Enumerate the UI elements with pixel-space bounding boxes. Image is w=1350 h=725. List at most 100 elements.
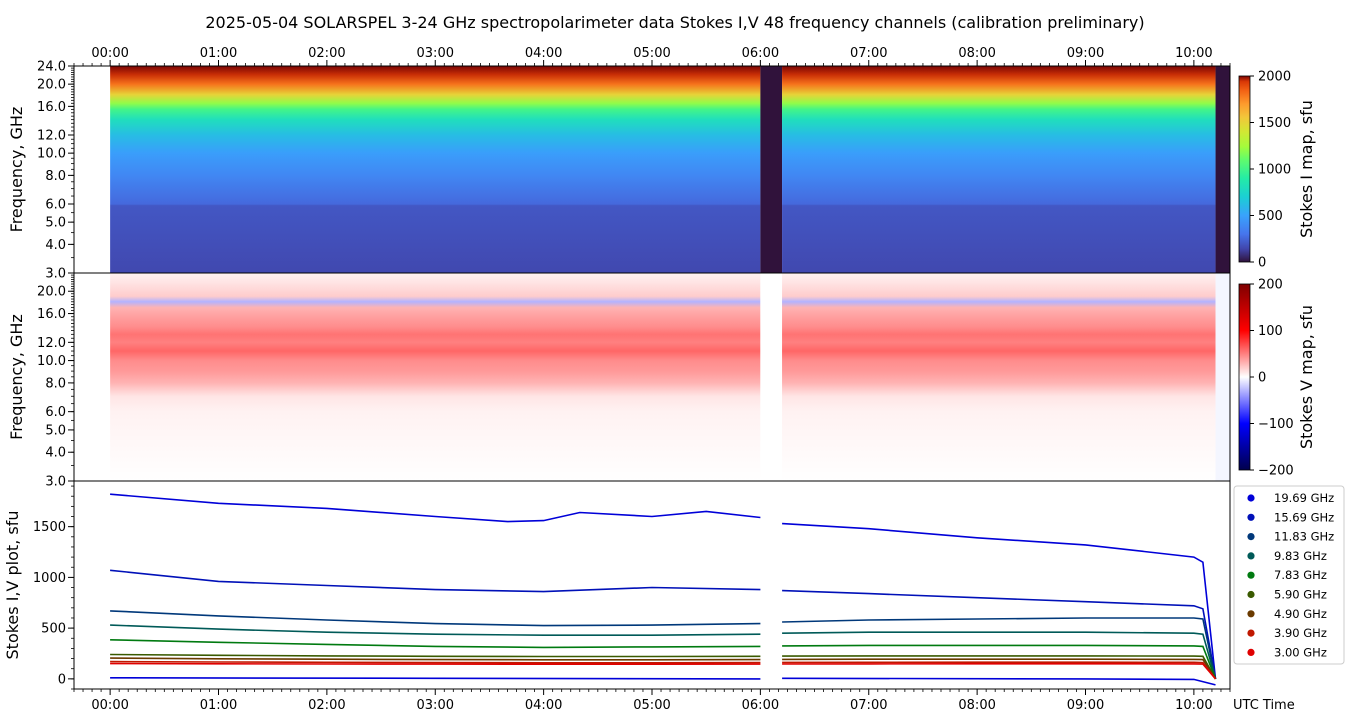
legend-entry-label: 9.83 GHz <box>1274 549 1327 563</box>
colorbar-tick-label: 200 <box>1258 278 1283 293</box>
x-tick-label-top: 02:00 <box>308 46 345 61</box>
x-tick-label-bottom: 05:00 <box>633 698 670 713</box>
legend-marker <box>1247 513 1255 521</box>
heatmap-gap <box>760 273 783 481</box>
y-tick-label: 10.0 <box>37 147 66 162</box>
legend-entry-label: 15.69 GHz <box>1274 510 1334 524</box>
colorbar-tick-label: 1500 <box>1258 116 1291 131</box>
y-axis-label: Frequency, GHz <box>7 314 26 440</box>
stokes-v-axes: 3.0 4.0 5.0 6.0 8.0 10.0 12.0 16.0 20.0 Frequency… <box>7 272 1231 490</box>
series-line <box>782 658 1217 680</box>
y-tick-label: 10.0 <box>37 354 66 369</box>
series-line <box>782 631 1217 680</box>
y-tick-label: 8.0 <box>45 376 66 391</box>
legend-marker <box>1247 552 1255 560</box>
x-tick-label-top: 00:00 <box>91 46 128 61</box>
x-tick-label-top: 07:00 <box>850 46 887 61</box>
y-tick-label: 12.0 <box>37 336 66 351</box>
colorbar-tick-label: −200 <box>1258 464 1294 479</box>
y-tick-label: 1500 <box>33 520 66 535</box>
legend-entry-label: 4.90 GHz <box>1274 607 1327 621</box>
y-tick-label: 6.0 <box>45 405 66 420</box>
y-tick-label: 1000 <box>33 571 66 586</box>
x-tick-label-top: 09:00 <box>1067 46 1104 61</box>
series-line <box>110 660 761 664</box>
heatmap-gap <box>760 66 783 273</box>
series-line <box>782 655 1217 680</box>
stokes-v-image <box>110 273 1230 481</box>
legend-entry-label: 7.83 GHz <box>1274 568 1327 582</box>
colorbar-label: Stokes V map, sfu <box>1297 305 1316 449</box>
y-tick-label: 500 <box>41 622 66 637</box>
y-tick-label: 5.0 <box>45 216 66 231</box>
series-line <box>110 624 761 637</box>
series-line <box>110 569 761 593</box>
x-tick-label-bottom: 00:00 <box>91 698 128 713</box>
x-tick-label-top: 10:00 <box>1175 46 1212 61</box>
stokes-iv-plot-panel: 0 500 1000 1500 Stokes I,V plot, sfu <box>3 480 1231 690</box>
legend-marker <box>1247 648 1255 657</box>
heatmap-gap <box>1215 273 1230 481</box>
y-tick-label: 16.0 <box>37 307 66 322</box>
x-tick-label-bottom: 02:00 <box>308 698 345 713</box>
y-tick-label: 6.0 <box>45 198 66 213</box>
series-line <box>782 661 1217 680</box>
series-line <box>110 639 761 649</box>
legend-marker <box>1247 590 1255 599</box>
colorbar-tick-label: 500 <box>1258 209 1283 224</box>
heatmap-segment <box>110 273 761 481</box>
y-tick-label: 20.0 <box>37 78 66 93</box>
y-tick-label: 4.0 <box>45 238 66 253</box>
legend-entry-label: 3.90 GHz <box>1274 626 1327 640</box>
series-line <box>782 677 1216 686</box>
colorbar-scale <box>1238 75 1251 263</box>
stokes-v-panel: 3.0 4.0 5.0 6.0 8.0 10.0 12.0 16.0 20.0 Frequency… <box>7 272 1231 490</box>
heatmap-gap <box>1215 66 1230 273</box>
x-tick-label-bottom: 08:00 <box>958 698 995 713</box>
legend-marker <box>1247 629 1255 637</box>
legend-entry-label: 5.90 GHz <box>1274 588 1327 602</box>
colorbar-tick-label: 0 <box>1258 371 1266 386</box>
colorbar-tick-label: 2000 <box>1258 70 1291 85</box>
series-line <box>782 662 1217 680</box>
series-line <box>782 617 1217 680</box>
figure-title: 2025-05-04 SOLARSPEL 3-24 GHz spectropol… <box>205 13 1144 32</box>
legend-marker <box>1247 494 1255 502</box>
y-tick-label: 12.0 <box>37 129 66 144</box>
y-axis-label: Frequency, GHz <box>7 107 26 233</box>
x-tick-label-bottom: 03:00 <box>417 698 454 713</box>
series-line <box>110 653 761 658</box>
x-tick-label-bottom: 09:00 <box>1067 698 1104 713</box>
y-tick-label: 8.0 <box>45 169 66 184</box>
x-tick-label-top: 01:00 <box>200 46 237 61</box>
legend-marker <box>1247 610 1255 618</box>
stokes-i-panel: 3.0 4.0 5.0 6.0 8.0 10.0 12.0 16.0 20.0 24.0 Frequ… <box>7 60 1231 282</box>
series-line <box>782 589 1217 680</box>
colorbar-tick-label: −100 <box>1258 417 1294 432</box>
y-axis-label: Stokes I,V plot, sfu <box>3 511 22 660</box>
x-tick-label-top: 06:00 <box>742 46 779 61</box>
y-tick-label: 24.0 <box>37 60 66 75</box>
legend: 19.69 GHz 15.69 GHz 11.83 GHz 9.83 GHz 7.83 … <box>1233 485 1345 665</box>
time-axes: 00:00 00:00 01:00 01:00 02:00 02:00 03:00 03:00… <box>73 46 1231 713</box>
x-tick-label-bottom: 07:00 <box>850 698 887 713</box>
legend-entry-label: 3.00 GHz <box>1274 645 1327 659</box>
x-axis-label: UTC Time <box>1233 698 1295 713</box>
y-tick-label: 20.0 <box>37 285 66 300</box>
series-line <box>782 644 1217 680</box>
y-tick-label: 3.0 <box>45 475 66 490</box>
x-tick-label-bottom: 06:00 <box>742 698 779 713</box>
series-line <box>110 676 761 680</box>
x-tick-label-top: 05:00 <box>633 46 670 61</box>
x-tick-label-top: 08:00 <box>958 46 995 61</box>
heatmap-segment <box>782 273 1216 481</box>
series-line <box>110 610 761 627</box>
stokes-v-colorbar: −200 −100 0 100 200 Stokes V map, sfu <box>1238 278 1316 479</box>
series-line <box>110 493 761 523</box>
heatmap-segment <box>782 66 1216 273</box>
series-line <box>110 657 761 661</box>
legend-marker <box>1247 571 1255 579</box>
legend-entry-label: 19.69 GHz <box>1274 491 1334 505</box>
y-tick-label: 0 <box>58 672 66 687</box>
